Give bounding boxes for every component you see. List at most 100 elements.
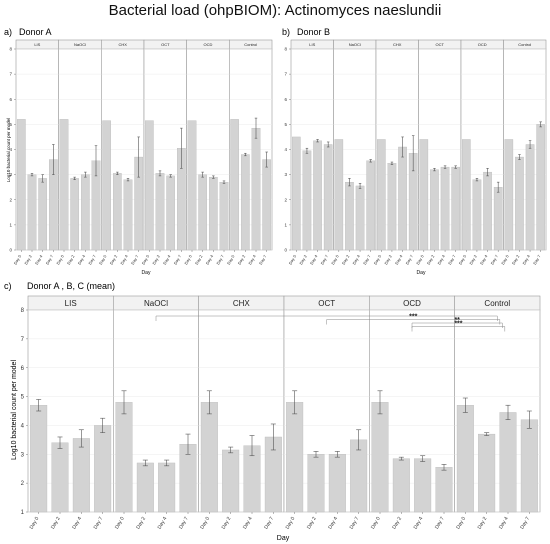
panel-a-ytick-label: 7: [9, 72, 12, 77]
panel-a-ytick-label: 2: [9, 197, 12, 202]
bar: [158, 462, 176, 513]
panel-c-label: c): [4, 281, 12, 291]
bar: [414, 458, 432, 513]
x-tick-label: Day 7: [434, 516, 446, 531]
x-tick-label: Day 4: [77, 253, 87, 265]
x-tick-label: Day 4: [71, 516, 83, 531]
facet-strip-label: LIS: [34, 42, 40, 47]
panel-b-xlabel: Day: [417, 270, 426, 276]
bar: [536, 124, 545, 251]
bar: [328, 454, 346, 513]
x-tick-label: Day 2: [511, 253, 521, 265]
significance-label: ***: [454, 321, 462, 328]
x-tick-label: Day 2: [477, 516, 489, 531]
x-tick-label: Day 2: [383, 253, 393, 265]
panel-b-ytick-label: 6: [284, 97, 287, 102]
facet-strip-label: CHX: [393, 42, 402, 47]
x-tick-label: Day 2: [109, 253, 119, 265]
x-tick-label: Day 0: [373, 253, 383, 265]
x-tick-label: Day 2: [341, 253, 351, 265]
x-tick-label: Day 7: [519, 516, 531, 531]
x-tick-label: Day 2: [426, 253, 436, 265]
x-tick-label: Day 4: [309, 253, 319, 265]
panel-b-ytick-label: 1: [284, 222, 287, 227]
panel-a-ytick-label: 5: [9, 122, 12, 127]
panel-c-ytick-label: 8: [21, 308, 25, 314]
bar: [136, 462, 154, 513]
x-tick-label: Day 0: [29, 516, 41, 531]
facet-strip-label: OCT: [161, 42, 170, 47]
x-tick-label: Day 0: [500, 253, 510, 265]
facet-strip-label: NaOCl: [349, 42, 361, 47]
x-tick-label: Day 2: [391, 516, 403, 531]
bar: [27, 174, 37, 251]
bar: [102, 120, 111, 251]
bar: [387, 163, 397, 251]
x-tick-label: Day 2: [135, 516, 147, 531]
x-tick-label: Day 2: [237, 253, 247, 265]
bar: [230, 119, 239, 251]
panel-c-ytick-label: 2: [21, 481, 25, 487]
panel-c-ytick-label: 5: [21, 395, 25, 401]
x-tick-label: Day 7: [130, 253, 140, 265]
facet-strip-label: Control: [484, 299, 510, 308]
panel-a-ytick-label: 8: [9, 47, 12, 52]
bar: [286, 402, 304, 513]
bar: [222, 449, 240, 513]
x-tick-label: Day 7: [362, 253, 372, 265]
facet-oct: OCT Day 0 Day 2 Day 4 Day 7: [141, 39, 187, 266]
x-tick-label: Day 4: [119, 253, 129, 265]
bar: [94, 425, 112, 513]
bar: [504, 139, 514, 251]
bar: [113, 173, 122, 251]
bar: [483, 171, 492, 251]
bar: [166, 175, 175, 251]
bar: [398, 146, 407, 251]
bar: [355, 185, 365, 251]
bar: [292, 136, 301, 251]
facet-strip-label: NaOCl: [144, 299, 168, 308]
bar: [51, 442, 69, 513]
bar: [419, 139, 429, 251]
bar: [392, 458, 410, 513]
x-tick-label: Day 4: [498, 516, 510, 531]
significance-bracket: [155, 315, 498, 321]
x-tick-label: Day 7: [263, 516, 275, 531]
facet-naocl: NaOCl Day 0 Day 2 Day 4 Day 7: [330, 39, 377, 266]
bar: [493, 187, 503, 251]
x-tick-label: Day 0: [285, 516, 297, 531]
facet-strip-label: NaOCl: [74, 42, 86, 47]
x-tick-label: Day 0: [55, 253, 65, 265]
significance-bracket: ***: [326, 314, 501, 325]
x-tick-label: Day 0: [141, 253, 151, 265]
panel-c-ylabel: Log10 bacterial count per model: [11, 360, 18, 460]
panel-a-ytick-label: 0: [9, 248, 12, 253]
panel-b-title: Donor B: [297, 27, 330, 37]
x-tick-label: Day 7: [489, 253, 499, 265]
bar: [115, 402, 133, 513]
facet-strip-label: OCT: [318, 299, 335, 308]
bar: [520, 419, 538, 513]
bar: [155, 173, 165, 251]
bar: [30, 405, 48, 513]
bar: [430, 169, 439, 251]
panel-c-ytick-label: 6: [21, 366, 25, 372]
x-tick-label: Day 2: [306, 516, 318, 531]
figure-title: Bacterial load (ohpBIOM): Actinomyces na…: [108, 2, 442, 19]
bar: [59, 119, 69, 251]
bar: [472, 179, 482, 251]
facet-chx: CHX Day 0 Day 2 Day 4 Day 7: [98, 39, 145, 266]
x-tick-label: Day 2: [66, 253, 76, 265]
bar: [145, 120, 154, 251]
x-tick-label: Day 4: [247, 253, 257, 265]
x-tick-label: Day 4: [351, 253, 361, 265]
x-tick-label: Day 7: [173, 253, 183, 265]
bar: [307, 454, 325, 513]
bar: [499, 412, 517, 513]
facet-naocl: NaOCl Day 0 Day 2 Day 4 Day 7: [55, 39, 102, 266]
facet-control: Control Day 0 Day 2 Day 4 Day 7: [454, 295, 541, 531]
